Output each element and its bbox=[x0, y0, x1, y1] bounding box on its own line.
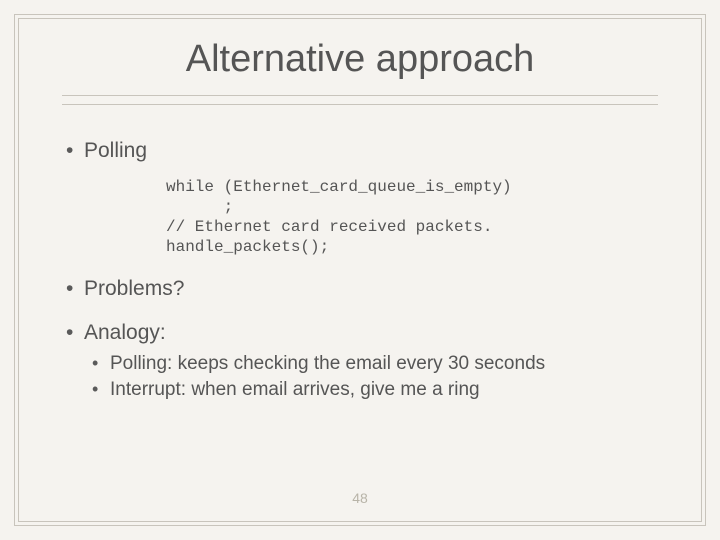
sub-bullet-list: Polling: keeps checking the email every … bbox=[84, 353, 658, 401]
bullet-label: Problems? bbox=[84, 277, 184, 300]
bullet-problems: Problems? bbox=[62, 277, 658, 301]
bullet-list: Polling while (Ethernet_card_queue_is_em… bbox=[62, 139, 658, 401]
code-line: while (Ethernet_card_queue_is_empty) bbox=[166, 178, 512, 196]
code-line: ; bbox=[166, 198, 233, 216]
code-block: while (Ethernet_card_queue_is_empty) ; /… bbox=[166, 177, 658, 257]
bullet-label: Polling bbox=[84, 139, 147, 162]
sub-bullet-interrupt: Interrupt: when email arrives, give me a… bbox=[92, 379, 658, 401]
title-underline bbox=[62, 104, 658, 105]
slide-title: Alternative approach bbox=[62, 38, 658, 96]
code-line: handle_packets(); bbox=[166, 238, 329, 256]
sub-bullet-polling: Polling: keeps checking the email every … bbox=[92, 353, 658, 375]
page-number: 48 bbox=[28, 490, 692, 506]
code-line: // Ethernet card received packets. bbox=[166, 218, 492, 236]
bullet-polling: Polling while (Ethernet_card_queue_is_em… bbox=[62, 139, 658, 257]
slide-content: Alternative approach Polling while (Ethe… bbox=[28, 28, 692, 512]
bullet-analogy: Analogy: Polling: keeps checking the ema… bbox=[62, 321, 658, 401]
bullet-label: Analogy: bbox=[84, 321, 166, 344]
